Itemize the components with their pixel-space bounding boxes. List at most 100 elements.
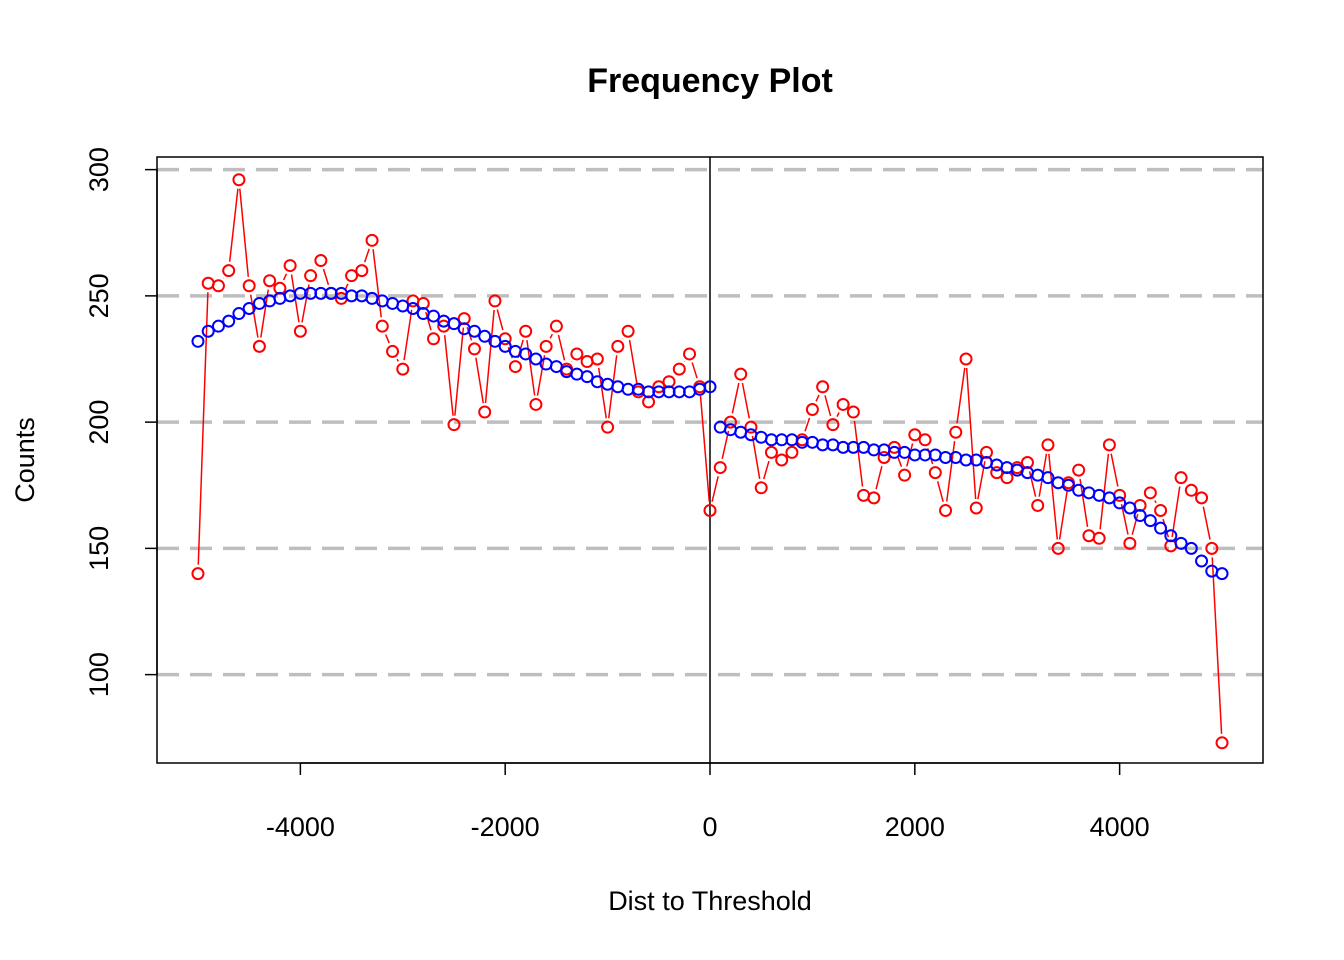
observed-point [764,445,778,459]
fitted-point [1041,471,1055,485]
observed-point [836,397,850,411]
observed-segment [875,466,883,490]
observed-segment [721,430,730,459]
observed-point [508,360,522,374]
observed-point [201,276,215,290]
observed-point [826,418,840,432]
observed-point [590,352,604,366]
fitted-point [1092,488,1106,502]
observed-segment [301,284,310,323]
observed-point [427,332,440,346]
fitted-point [201,324,215,338]
observed-segment [1079,478,1089,527]
fitted-point [570,367,584,381]
observed-segment [597,367,607,419]
fitted-point [580,370,594,384]
observed-point [396,362,410,376]
observed-point [1123,536,1137,550]
observed-point [519,324,533,338]
fitted-point [1174,536,1188,550]
fitted-point [1195,554,1209,568]
observed-segment [228,188,239,262]
fitted-point [549,360,563,374]
fitted-point [703,380,717,394]
observed-point [621,324,635,338]
observed-point [539,339,553,353]
observed-segment [536,355,546,396]
fitted-points [191,286,1229,581]
observed-point [375,319,389,333]
observed-point [570,347,584,361]
observed-segment [691,362,698,379]
observed-point [949,425,963,439]
observed-point [611,339,625,353]
fitted-point [427,309,440,323]
observed-segment [804,417,811,432]
observed-segment [443,335,454,416]
observed-segment [549,333,553,339]
fitted-point [191,334,205,348]
fitted-point [1123,501,1137,515]
observed-point [990,466,1004,480]
chart-title: Frequency Plot [587,62,833,100]
observed-point [1205,541,1219,555]
observed-point [580,355,594,369]
observed-point [908,428,922,442]
fitted-point [754,430,768,444]
fitted-point [242,302,256,315]
observed-point [734,367,748,381]
observed-segment [628,339,638,384]
observed-point [918,433,932,447]
observed-point [1051,541,1065,555]
observed-point [1143,486,1157,500]
observed-point [672,362,686,376]
fitted-point [222,314,236,328]
observed-point [447,418,461,432]
fitted-point [529,352,543,366]
y-tick-label: 300 [84,147,114,192]
observed-point [488,294,502,308]
fitted-point [1082,486,1096,500]
observed-point [939,504,953,517]
fitted-point [601,377,615,391]
fitted-point [611,380,625,394]
fitted-point [1184,541,1198,555]
fitted-point [467,324,481,338]
observed-segment [425,311,432,331]
observed-point [969,501,983,515]
observed-segment [1211,557,1223,734]
observed-segment [260,289,270,338]
observed-segment [322,268,330,285]
observed-segment [711,476,719,502]
observed-point [1174,471,1188,485]
observed-points [191,173,1229,750]
observed-point [314,254,328,268]
observed-point [242,279,256,293]
gridlines [157,167,1263,677]
observed-point [867,491,881,505]
y-axis: 100 150 200 250 300 [84,147,158,697]
observed-point [1072,463,1086,477]
observed-point [846,405,860,419]
fitted-point [1031,468,1045,482]
observed-segment [945,441,956,502]
observed-segment [454,327,465,416]
fitted-point [478,329,492,343]
observed-segment [396,358,399,362]
fitted-point [1154,521,1168,535]
observed-point [1031,498,1045,512]
observed-point [222,264,236,278]
x-tick-label: -4000 [266,812,335,842]
observed-segment [239,188,250,277]
observed-point [293,324,307,338]
x-tick-label: 0 [702,812,717,842]
observed-segment [249,294,259,338]
observed-point [713,461,727,475]
observed-segment [475,357,485,404]
observed-segment [1131,513,1139,535]
y-tick-label: 200 [84,400,114,445]
observed-point [283,259,297,273]
observed-segment [762,460,770,480]
observed-point [1041,438,1055,452]
observed-point [744,420,758,434]
